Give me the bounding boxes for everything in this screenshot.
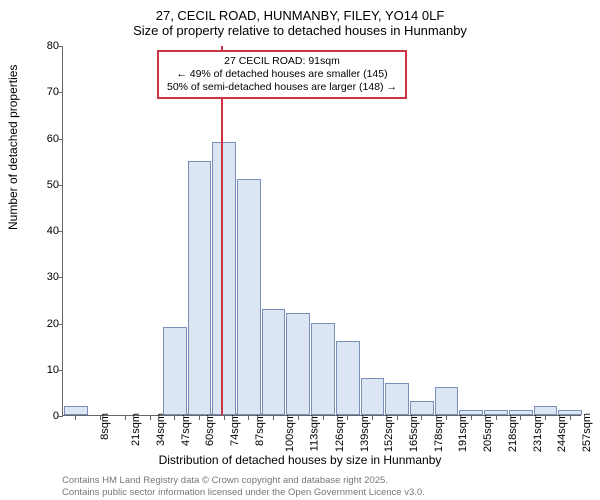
annotation-line: 27 CECIL ROAD: 91sqm (167, 55, 397, 68)
footer-line-2: Contains public sector information licen… (62, 487, 425, 498)
chart-title: 27, CECIL ROAD, HUNMANBY, FILEY, YO14 0L… (0, 0, 600, 23)
histogram-bar (286, 313, 310, 415)
histogram-bar (188, 161, 212, 415)
x-tick-mark (397, 415, 398, 420)
x-tick-label: 87sqm (254, 413, 266, 446)
histogram-bar (212, 142, 236, 415)
y-tick-mark (58, 416, 63, 417)
y-tick-mark (58, 370, 63, 371)
x-tick-label: 74sqm (229, 413, 241, 446)
histogram-chart: 27, CECIL ROAD, HUNMANBY, FILEY, YO14 0L… (0, 0, 600, 500)
histogram-bar (237, 179, 261, 415)
x-tick-label: 113sqm (308, 413, 320, 451)
x-tick-mark (520, 415, 521, 420)
x-tick-label: 47sqm (180, 413, 192, 446)
x-tick-label: 257sqm (581, 413, 593, 452)
chart-subtitle: Size of property relative to detached ho… (0, 23, 600, 42)
marker-line (221, 46, 223, 415)
x-tick-mark (372, 415, 373, 420)
x-tick-mark (298, 415, 299, 420)
y-tick-mark (58, 185, 63, 186)
x-tick-mark (248, 415, 249, 420)
x-tick-mark (125, 415, 126, 420)
y-tick-label: 20 (33, 318, 59, 330)
x-tick-label: 60sqm (204, 413, 216, 446)
y-tick-label: 60 (33, 133, 59, 145)
y-tick-label: 50 (33, 179, 59, 191)
y-tick-mark (58, 139, 63, 140)
x-tick-label: 231sqm (532, 413, 544, 452)
x-tick-label: 100sqm (284, 413, 296, 452)
x-tick-label: 165sqm (408, 413, 420, 452)
x-tick-label: 34sqm (155, 413, 167, 446)
x-tick-label: 244sqm (556, 413, 568, 452)
histogram-bar (435, 387, 459, 415)
x-tick-label: 139sqm (359, 413, 371, 452)
x-tick-label: 205sqm (482, 413, 494, 452)
x-tick-mark (446, 415, 447, 420)
y-tick-label: 70 (33, 86, 59, 98)
x-tick-label: 152sqm (383, 413, 395, 452)
histogram-bar (410, 401, 434, 415)
y-tick-label: 40 (33, 225, 59, 237)
x-tick-mark (347, 415, 348, 420)
x-tick-mark (496, 415, 497, 420)
x-tick-mark (570, 415, 571, 420)
y-tick-mark (58, 277, 63, 278)
annotation-box: 27 CECIL ROAD: 91sqm← 49% of detached ho… (157, 50, 407, 99)
x-tick-mark (323, 415, 324, 420)
x-tick-label: 191sqm (457, 413, 469, 452)
x-tick-mark (273, 415, 274, 420)
histogram-bar (534, 406, 558, 415)
x-axis-label: Distribution of detached houses by size … (0, 453, 600, 467)
y-tick-label: 80 (33, 40, 59, 52)
annotation-line: ← 49% of detached houses are smaller (14… (167, 68, 397, 81)
x-tick-mark (150, 415, 151, 420)
x-tick-label: 178sqm (433, 413, 445, 452)
histogram-bar (361, 378, 385, 415)
y-tick-mark (58, 46, 63, 47)
histogram-bar (311, 323, 335, 416)
annotation-line: 50% of semi-detached houses are larger (… (167, 81, 397, 94)
x-tick-mark (224, 415, 225, 420)
x-tick-mark (545, 415, 546, 420)
y-axis-label: Number of detached properties (6, 65, 20, 230)
x-tick-mark (174, 415, 175, 420)
x-tick-label: 21sqm (130, 413, 142, 446)
y-tick-mark (58, 92, 63, 93)
histogram-bar (385, 383, 409, 415)
footer-text: Contains HM Land Registry data © Crown c… (62, 475, 425, 498)
x-tick-mark (100, 415, 101, 420)
footer-line-1: Contains HM Land Registry data © Crown c… (62, 475, 425, 486)
y-tick-mark (58, 324, 63, 325)
x-tick-mark (75, 415, 76, 420)
plot-area: 010203040506070808sqm21sqm34sqm47sqm60sq… (62, 46, 581, 416)
x-tick-mark (471, 415, 472, 420)
y-tick-label: 0 (33, 410, 59, 422)
histogram-bar (163, 327, 187, 415)
y-tick-mark (58, 231, 63, 232)
x-tick-mark (199, 415, 200, 420)
y-tick-label: 10 (33, 364, 59, 376)
histogram-bar (64, 406, 88, 415)
x-tick-label: 218sqm (507, 413, 519, 452)
histogram-bar (336, 341, 360, 415)
y-tick-label: 30 (33, 271, 59, 283)
histogram-bar (262, 309, 286, 415)
x-tick-mark (421, 415, 422, 420)
x-tick-label: 126sqm (334, 413, 346, 452)
